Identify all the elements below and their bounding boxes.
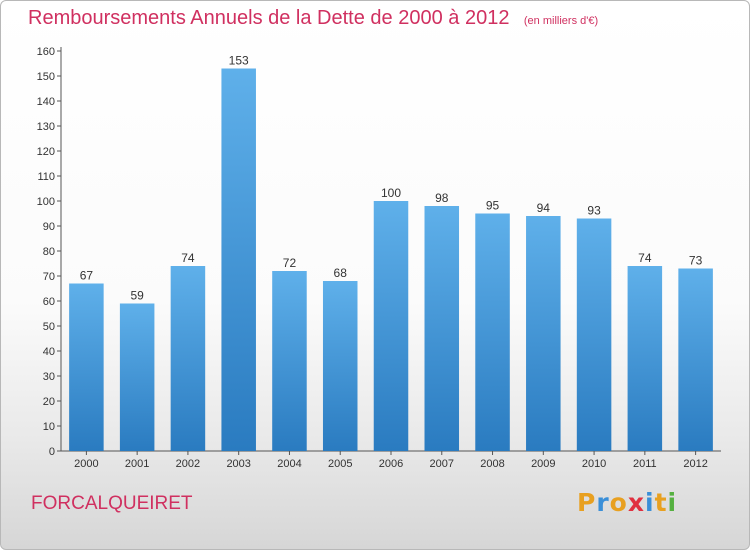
x-tick-label: 2003	[226, 458, 250, 470]
logo-letter: t	[654, 488, 668, 517]
data-label: 74	[181, 251, 195, 265]
y-tick-label: 110	[37, 171, 55, 183]
chart-title: Remboursements Annuels de la Dette de 20…	[28, 7, 510, 29]
y-tick-label: 30	[43, 371, 55, 383]
data-label: 59	[130, 289, 144, 303]
x-tick-label: 2009	[531, 458, 555, 470]
logo-letter: i	[667, 488, 678, 517]
bar-2008	[475, 213, 510, 451]
logo-letter: P	[577, 488, 597, 517]
data-label: 67	[80, 269, 94, 283]
y-tick-label: 0	[49, 446, 55, 458]
bar-2012	[678, 268, 713, 451]
y-axis: 0 10 20 30 40 50 60 70 80 90 100 110 120 130 140 150 160	[37, 46, 62, 458]
x-tick-label: 2012	[683, 458, 707, 470]
y-tick-label: 130	[37, 121, 55, 133]
x-axis: 2000 2001 2002 2003 2004 2005 2006 2007 2008 2009…	[61, 450, 721, 470]
x-tick-label: 2010	[582, 458, 606, 470]
chart-title-block: Remboursements Annuels de la Dette de 20…	[28, 7, 598, 30]
x-tick-label: 2011	[633, 458, 657, 470]
y-tick-label: 80	[43, 246, 55, 258]
chart-unit: (en milliers d'€)	[523, 15, 599, 27]
bar-2007	[424, 206, 460, 451]
x-tick-label: 2000	[74, 458, 98, 470]
bars: 67 59 74 153 72 68 100 98 95 94 93 74 73	[69, 54, 713, 451]
data-label: 93	[587, 204, 601, 218]
bar-2004	[272, 271, 307, 451]
y-tick-label: 120	[37, 146, 55, 158]
bar-2011	[627, 266, 663, 451]
y-tick-label: 50	[43, 321, 55, 333]
bar-2010	[576, 218, 612, 451]
proxiti-logo: Proxiti	[577, 488, 677, 517]
logo-letter: x	[627, 488, 645, 517]
x-tick-label: 2002	[176, 458, 200, 470]
y-tick-label: 10	[43, 421, 55, 433]
y-tick-label: 140	[37, 96, 55, 108]
y-tick-label: 90	[43, 221, 55, 233]
x-tick-label: 2005	[328, 458, 352, 470]
bar-2000	[69, 283, 104, 451]
y-tick-label: 60	[43, 296, 55, 308]
data-label: 94	[537, 201, 551, 215]
data-label: 68	[334, 266, 348, 280]
bar-2005	[322, 281, 358, 451]
x-tick-label: 2006	[379, 458, 403, 470]
y-tick-label: 70	[43, 271, 55, 283]
data-label: 153	[229, 54, 249, 68]
bar-2002	[170, 266, 206, 451]
y-tick-label: 40	[43, 346, 55, 358]
bar-2003	[221, 68, 256, 451]
bar-2009	[526, 216, 561, 451]
y-tick-label: 100	[37, 196, 55, 208]
commune-name: FORCALQUEIRET	[31, 493, 193, 514]
logo-letter: o	[609, 488, 628, 517]
x-tick-label: 2008	[480, 458, 504, 470]
bar-2006	[373, 201, 409, 451]
logo-letter: i	[645, 488, 655, 517]
y-tick-label: 160	[37, 46, 55, 58]
data-label: 95	[486, 199, 500, 213]
x-tick-label: 2001	[125, 458, 149, 470]
y-tick-label: 150	[37, 71, 55, 83]
x-tick-label: 2007	[430, 458, 454, 470]
data-label: 74	[638, 251, 652, 265]
data-label: 98	[435, 191, 449, 205]
x-tick-label: 2004	[277, 458, 301, 470]
data-label: 100	[381, 186, 401, 200]
data-label: 73	[689, 254, 703, 268]
y-tick-label: 20	[43, 396, 55, 408]
logo-letter: r	[596, 488, 610, 517]
bar-2001	[119, 303, 155, 451]
data-label: 72	[283, 256, 297, 270]
